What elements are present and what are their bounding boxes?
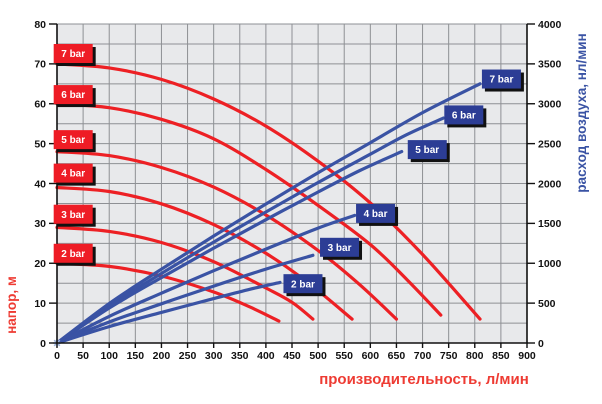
curve-head-7bar: [55, 62, 482, 321]
series-label-text-head-2bar: 2 bar: [61, 249, 85, 260]
x-tick-label: 650: [388, 350, 406, 362]
y-left-tick-label: 20: [34, 258, 46, 270]
series-label-box-air-3bar: [320, 237, 360, 257]
y-right-tick-label: 1500: [538, 218, 562, 230]
x-tick-label: 500: [309, 350, 327, 362]
curve-air-5bar: [55, 150, 404, 345]
y-right-tick-label: 0: [538, 338, 544, 350]
x-tick-label: 250: [179, 350, 197, 362]
x-tick-label: 900: [518, 350, 536, 362]
series-label-text-air-3bar: 3 bar: [328, 243, 352, 254]
y-right-tick-label: 3500: [538, 59, 562, 71]
curve-head-5bar: [55, 150, 398, 321]
y-left-tick-label: 70: [34, 59, 46, 71]
y-left-tick-label: 60: [34, 99, 46, 111]
y-right-tick-label: 500: [538, 298, 556, 310]
y-right-tick-label: 1000: [538, 258, 562, 270]
x-tick-label: 800: [466, 350, 484, 362]
x-tick-label: 0: [54, 350, 60, 362]
series-label-box-air-7bar: [481, 69, 521, 89]
series-label-text-head-7bar: 7 bar: [61, 49, 85, 60]
y-left-tick-label: 0: [40, 338, 46, 350]
y-right-tick-label: 4000: [538, 19, 562, 31]
series-label-text-air-6bar: 6 bar: [452, 111, 476, 122]
series-label-text-head-5bar: 5 bar: [61, 135, 85, 146]
curve-head-6bar: [55, 102, 443, 317]
x-tick-label: 450: [283, 350, 301, 362]
curve-head-3bar: [55, 225, 315, 321]
x-tick-label: 150: [127, 350, 145, 362]
series-label-box-head-6bar: [53, 85, 93, 105]
x-tick-label: 50: [77, 350, 89, 362]
y-right-tick-label: 2500: [538, 138, 562, 150]
x-tick-label: 300: [205, 350, 223, 362]
series-label-text-air-4bar: 4 bar: [364, 209, 388, 220]
series-label-box-air-5bar: [407, 140, 447, 160]
x-tick-label: 100: [100, 350, 118, 362]
series-label-box-air-4bar: [356, 203, 396, 223]
series-label-text-head-6bar: 6 bar: [61, 90, 85, 101]
curve-head-2bar: [55, 261, 281, 323]
y-left-axis-title: напор, м: [4, 276, 19, 334]
curve-air-4bar: [55, 213, 357, 345]
x-tick-label: 600: [362, 350, 380, 362]
y-left-tick-label: 50: [34, 138, 46, 150]
x-tick-label: 350: [231, 350, 249, 362]
curve-air-7bar: [55, 82, 482, 345]
y-left-tick-label: 10: [34, 298, 46, 310]
x-tick-label: 400: [257, 350, 275, 362]
curve-air-6bar: [55, 116, 445, 345]
series-label-text-air-7bar: 7 bar: [489, 75, 513, 86]
x-tick-label: 200: [153, 350, 171, 362]
series-label-box-head-7bar: [53, 44, 93, 64]
y-right-tick-label: 3000: [538, 99, 562, 111]
series-label-box-head-5bar: [53, 130, 93, 150]
series-label-box-head-2bar: [53, 243, 93, 263]
series-label-box-air-6bar: [444, 105, 484, 125]
y-left-tick-label: 30: [34, 218, 46, 230]
curve-air-2bar: [55, 280, 282, 345]
x-tick-label: 750: [440, 350, 458, 362]
x-tick-label: 700: [414, 350, 432, 362]
series-label-box-head-3bar: [53, 204, 93, 224]
y-left-tick-label: 80: [34, 19, 46, 31]
series-label-box-head-4bar: [53, 163, 93, 183]
y-right-tick-label: 2000: [538, 178, 562, 190]
series-label-text-air-5bar: 5 bar: [415, 145, 439, 156]
x-axis-title: производительность, л/мин: [319, 371, 529, 388]
curve-air-3bar: [55, 253, 315, 345]
y-right-axis-title: расход воздуха, нл/мин: [574, 33, 589, 192]
series-label-box-air-2bar: [283, 274, 323, 294]
series-label-text-air-2bar: 2 bar: [291, 279, 315, 290]
series-label-text-head-3bar: 3 bar: [61, 210, 85, 221]
series-label-text-head-4bar: 4 bar: [61, 169, 85, 180]
x-tick-label: 550: [335, 350, 353, 362]
x-tick-label: 850: [492, 350, 510, 362]
y-left-tick-label: 40: [34, 178, 46, 190]
